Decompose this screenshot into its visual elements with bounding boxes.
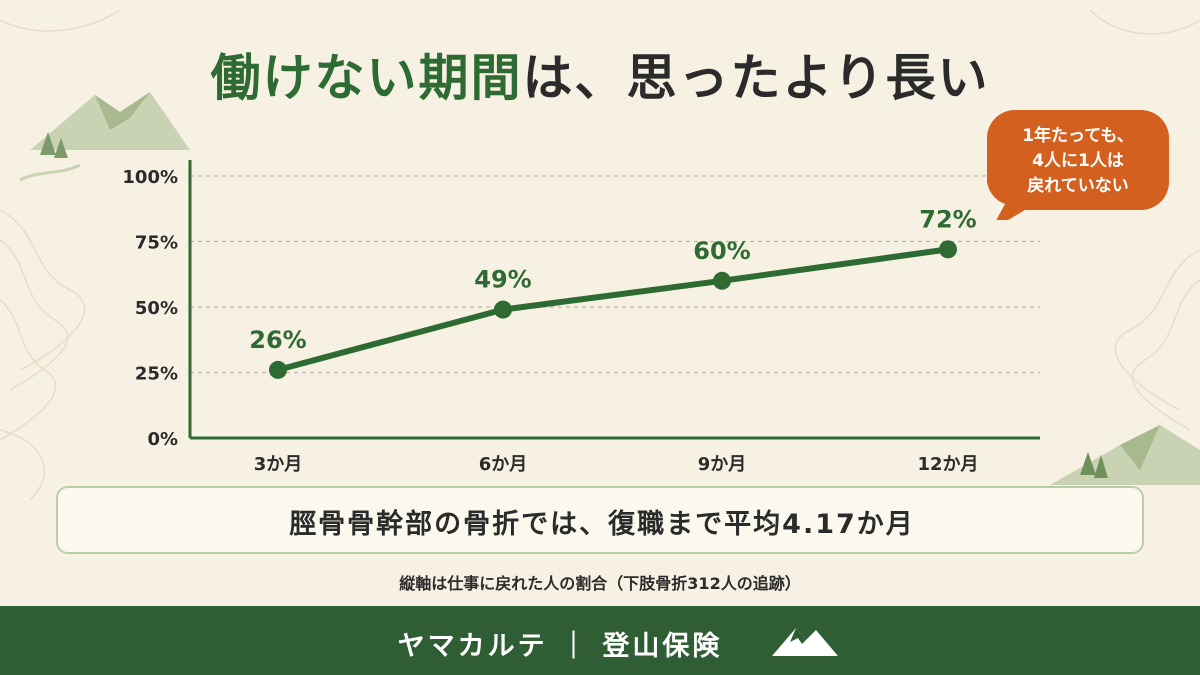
x-tick-label: 9か月 — [698, 454, 747, 475]
footer-text: ヤマカルテ ｜ 登山保険 — [397, 631, 723, 662]
x-tick-label: 3か月 — [254, 454, 303, 475]
y-tick-label: 50% — [135, 298, 178, 319]
chart-caption: 縦軸は仕事に戻れた人の割合（下肢骨折312人の追跡） — [399, 574, 801, 593]
contour-lines-right — [1089, 9, 1200, 431]
data-label: 72% — [919, 205, 976, 233]
data-point — [269, 360, 287, 379]
note-text: 脛骨骨幹部の骨折では、復職まで平均4.17か月 — [289, 509, 915, 540]
title-highlight: 働けない期間 — [210, 49, 523, 107]
data-label: 26% — [249, 326, 306, 354]
callout-bubble — [987, 110, 1169, 220]
line-chart: 0% 25% 50% 75% 100% 3か月 6か月 9か月 12か月 26% 49% 60% 72% — [122, 160, 1040, 475]
x-tick-label: 12か月 — [917, 454, 978, 475]
data-point — [939, 240, 957, 259]
mountain-icon — [772, 628, 838, 656]
note-box: 脛骨骨幹部の骨折では、復職まで平均4.17か月 — [56, 486, 1144, 554]
callout-line-2: 4人に1人は — [1032, 151, 1124, 171]
contour-lines-left — [0, 9, 121, 501]
mountain-left-icon — [19, 92, 190, 182]
data-label: 49% — [474, 266, 531, 294]
y-tick-label: 25% — [135, 364, 178, 385]
y-tick-label: 100% — [122, 167, 178, 188]
footer-bar: ヤマカルテ ｜ 登山保険 — [0, 606, 1200, 675]
data-point — [494, 300, 512, 319]
mountain-right-icon — [1050, 425, 1200, 485]
data-label: 60% — [693, 237, 750, 265]
callout-line-3: 戻れていない — [1027, 176, 1129, 196]
callout-text: 1年たっても、 4人に1人は 戻れていない — [985, 124, 1171, 199]
page-title: 働けない期間は、思ったより長い — [0, 38, 1200, 110]
y-tick-label: 0% — [147, 429, 178, 450]
title-rest: は、思ったより長い — [522, 49, 990, 107]
callout-line-1: 1年たっても、 — [1022, 126, 1134, 146]
series-line — [275, 246, 951, 373]
x-tick-label: 6か月 — [479, 454, 528, 475]
data-point — [713, 271, 731, 290]
y-tick-label: 75% — [135, 233, 178, 254]
